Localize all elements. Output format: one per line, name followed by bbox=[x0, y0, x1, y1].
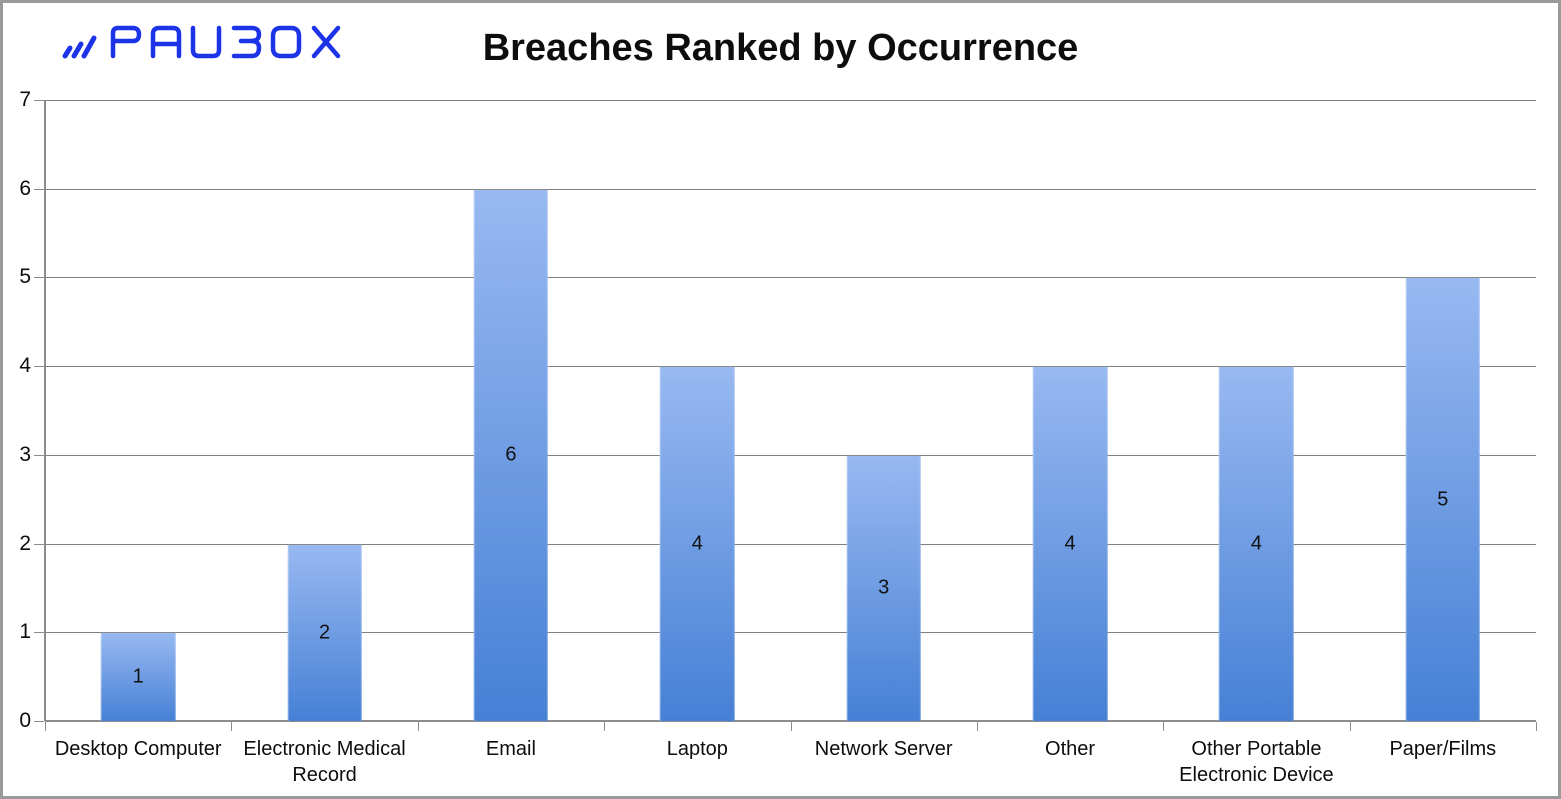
bar-value-label: 4 bbox=[1250, 532, 1262, 555]
x-axis-tick bbox=[45, 722, 46, 731]
bar-value-label: 6 bbox=[505, 443, 517, 466]
gridline bbox=[45, 366, 1536, 368]
x-axis-category-label: Desktop Computer bbox=[54, 738, 222, 760]
x-axis-category-label: Network Server bbox=[814, 738, 953, 760]
y-axis-tick bbox=[34, 454, 44, 456]
bar-value-label: 3 bbox=[878, 576, 890, 599]
gridline bbox=[45, 454, 1536, 456]
x-axis-category-label: Laptop bbox=[666, 738, 728, 760]
x-axis-category-label: Other Portable Electronic Device bbox=[1179, 738, 1334, 786]
y-axis-tick-label: 4 bbox=[19, 354, 31, 378]
x-axis-tick bbox=[976, 722, 978, 731]
y-axis-tick bbox=[34, 188, 44, 190]
bar-value-label: 4 bbox=[691, 532, 703, 555]
bar-value-label: 2 bbox=[318, 621, 331, 644]
bar-paper-films: 5 bbox=[1405, 277, 1481, 721]
bar-email: 6 bbox=[473, 188, 549, 721]
y-axis-line bbox=[44, 100, 46, 721]
y-axis-tick-label: 0 bbox=[19, 709, 31, 732]
chart-title: Breaches Ranked by Occurrence bbox=[482, 27, 1079, 69]
x-axis-category-label: Email bbox=[485, 738, 536, 760]
x-axis-category-label: Other bbox=[1045, 738, 1096, 760]
x-axis-tick bbox=[790, 722, 792, 731]
bar-other: 4 bbox=[1032, 366, 1108, 721]
x-axis-labels: Desktop Computer Electronic Medical Recor… bbox=[45, 736, 1536, 794]
x-axis-category-label: Electronic Medical Record bbox=[243, 738, 406, 786]
y-axis-tick-label: 3 bbox=[19, 442, 31, 466]
paubox-logo-icon bbox=[62, 25, 341, 59]
x-axis-tick bbox=[604, 722, 606, 731]
gridline bbox=[45, 100, 1536, 101]
x-axis-tick bbox=[1163, 722, 1165, 731]
y-axis-tick bbox=[34, 543, 44, 545]
bar-network-server: 3 bbox=[846, 454, 921, 721]
y-axis-tick bbox=[34, 632, 44, 634]
paubox-logo bbox=[61, 25, 345, 61]
y-axis-tick bbox=[34, 366, 44, 368]
bar-value-label: 4 bbox=[1064, 532, 1076, 555]
x-axis-tick bbox=[1536, 722, 1537, 731]
bar-electronic-medical-record: 2 bbox=[287, 543, 362, 721]
gridline bbox=[45, 632, 1536, 634]
y-axis-tick bbox=[34, 721, 44, 722]
bar-desktop-computer: 1 bbox=[100, 632, 176, 721]
gridline bbox=[45, 543, 1536, 545]
y-axis-tick-label: 6 bbox=[19, 176, 31, 200]
bar-other-portable-electronic-device: 4 bbox=[1219, 366, 1294, 721]
x-axis-tick bbox=[417, 722, 419, 731]
bar-laptop: 4 bbox=[660, 366, 735, 721]
bar-value-label: 5 bbox=[1437, 488, 1449, 511]
bar-value-label: 1 bbox=[132, 665, 144, 688]
y-axis-tick-label: 5 bbox=[19, 265, 31, 289]
x-axis-category-label: Paper/Films bbox=[1389, 738, 1497, 760]
x-axis-tick bbox=[1349, 722, 1351, 731]
x-axis-tick bbox=[231, 722, 233, 731]
y-axis-tick-label: 1 bbox=[19, 620, 31, 644]
y-axis-tick bbox=[34, 100, 44, 101]
y-axis-labels: 0 1 2 3 4 5 6 7 bbox=[3, 88, 35, 732]
gridline bbox=[45, 277, 1536, 279]
y-axis-tick bbox=[34, 277, 44, 279]
gridline bbox=[45, 188, 1536, 190]
y-axis-tick-label: 7 bbox=[19, 88, 31, 111]
y-axis-tick-label: 2 bbox=[19, 531, 31, 555]
logo-slashes-icon bbox=[62, 35, 97, 59]
plot-area: 1 2 6 4 3 4 4 5 bbox=[34, 100, 1537, 731]
x-axis-line bbox=[45, 720, 1536, 722]
